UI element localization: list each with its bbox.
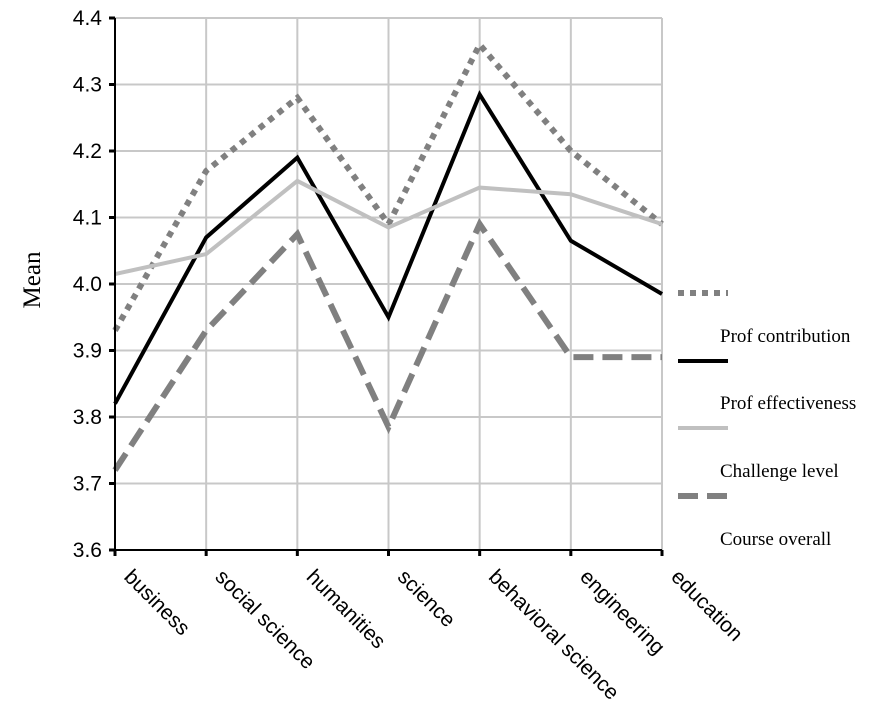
series-line-3	[114, 178, 663, 276]
y-tick-label: 4.3	[73, 74, 102, 97]
x-tick-label: business	[119, 565, 194, 640]
x-tick-label: education	[666, 565, 747, 646]
x-tick-label: science	[393, 565, 460, 632]
y-tick-label: 4.0	[73, 273, 102, 296]
y-tick-label: 4.2	[73, 140, 102, 163]
y-tick-label: 4.4	[73, 7, 103, 30]
axes	[109, 16, 664, 556]
x-tick-label: engineering	[575, 565, 669, 659]
legend-label: Prof effectiveness	[720, 393, 856, 414]
series-lines	[112, 39, 664, 472]
y-tick-label: 3.6	[73, 539, 102, 562]
y-tick-label: 4.1	[73, 207, 102, 230]
grid-lines	[114, 17, 663, 551]
series-line-2	[113, 90, 664, 405]
y-tick-labels: 3.6 3.7 3.8 3.9 4.0 4.1 4.2 4.3 4.4	[73, 7, 103, 562]
y-tick-label: 3.7	[73, 473, 102, 496]
legend-label: Challenge level	[720, 461, 839, 482]
legend: Prof contribution Prof effectiveness Chall…	[678, 290, 856, 550]
y-axis-title: Mean	[19, 251, 46, 308]
series-line-1	[112, 39, 664, 333]
y-tick-label: 3.8	[73, 406, 102, 429]
legend-label: Course overall	[720, 529, 831, 550]
legend-label: Prof contribution	[720, 326, 851, 347]
series-line-4	[112, 218, 662, 472]
y-tick-label: 3.9	[73, 340, 102, 363]
x-tick-label: humanities	[302, 565, 390, 653]
